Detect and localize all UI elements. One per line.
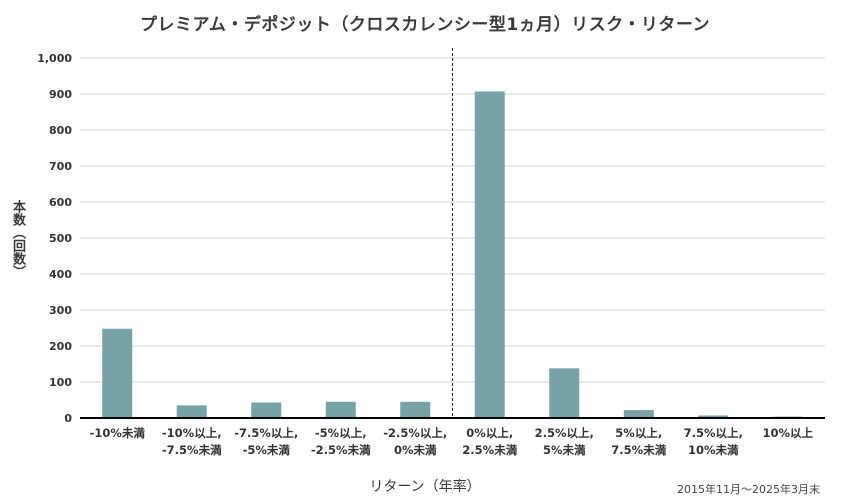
category-label-line: -2.5%未満: [311, 443, 371, 457]
category-label: 7.5%以上, 10%未満: [684, 426, 743, 457]
bar: [102, 328, 133, 418]
category-label: -10%未満: [90, 426, 146, 440]
category-label: 2.5%以上, 5%未満: [535, 426, 594, 457]
category-label-line: 2.5%以上,: [535, 426, 594, 440]
category-label: 0%以上, 2.5%未満: [462, 426, 517, 457]
chart-title: プレミアム・デポジット（クロスカレンシー型1ヵ月）リスク・リターン: [140, 15, 710, 35]
category-label-line: -5%以上,: [315, 426, 367, 440]
bar: [400, 401, 431, 418]
bar: [325, 401, 356, 418]
y-tick-label: 1,000: [37, 52, 72, 65]
category-label-line: -7.5%以上,: [234, 426, 298, 440]
category-label-line: -5%未満: [243, 443, 291, 457]
category-label-line: 2.5%未満: [462, 443, 517, 457]
category-label: 10%以上: [762, 426, 813, 440]
category-label-line: 7.5%以上,: [684, 426, 743, 440]
bar: [251, 402, 282, 418]
y-tick-label: 400: [49, 268, 72, 281]
y-tick-label: 300: [49, 304, 72, 317]
y-tick-label: 100: [49, 376, 72, 389]
bar: [474, 91, 505, 418]
bar: [549, 368, 580, 418]
category-label-line: 5%以上,: [615, 426, 662, 440]
y-tick-label: 900: [49, 88, 72, 101]
category-label-line: -10%以上,: [162, 426, 222, 440]
period-note: 2015年11月〜2025年3月末: [677, 483, 820, 496]
y-tick-label: 800: [49, 124, 72, 137]
bar: [623, 410, 654, 418]
category-label-line: 10%未満: [688, 443, 739, 457]
category-label-line: 10%以上: [762, 426, 813, 440]
y-tick-labels: 0 100 200 300 400 500 600 700 800 900 1,000: [37, 52, 72, 425]
x-tick-labels: -10%未満 -10%以上, -7.5%未満-7.5%以上, -5%未満-5%以上, -…: [90, 426, 814, 457]
category-label: 5%以上, 7.5%未満: [611, 426, 666, 457]
y-axis-label: 本数（回数）: [10, 200, 25, 278]
category-label-line: -7.5%未満: [162, 443, 222, 457]
y-tick-label: 500: [49, 232, 72, 245]
category-label: -2.5%以上, 0%未満: [383, 426, 447, 457]
category-label: -7.5%以上, -5%未満: [234, 426, 298, 457]
category-label-line: -2.5%以上,: [383, 426, 447, 440]
category-label-line: 0%以上,: [466, 426, 513, 440]
y-tick-label: 600: [49, 196, 72, 209]
category-label-line: 0%未満: [394, 443, 437, 457]
y-tick-label: 0: [64, 412, 72, 425]
y-tick-label: 700: [49, 160, 72, 173]
category-label-line: 7.5%未満: [611, 443, 666, 457]
bar: [698, 415, 729, 418]
category-label-line: -10%未満: [90, 426, 146, 440]
bars: [102, 91, 803, 418]
bar: [176, 405, 207, 418]
y-tick-label: 200: [49, 340, 72, 353]
category-label: -10%以上, -7.5%未満: [162, 426, 222, 457]
category-label: -5%以上, -2.5%未満: [311, 426, 371, 457]
category-label-line: 5%未満: [543, 443, 586, 457]
x-axis-label: リターン（年率）: [369, 479, 481, 495]
